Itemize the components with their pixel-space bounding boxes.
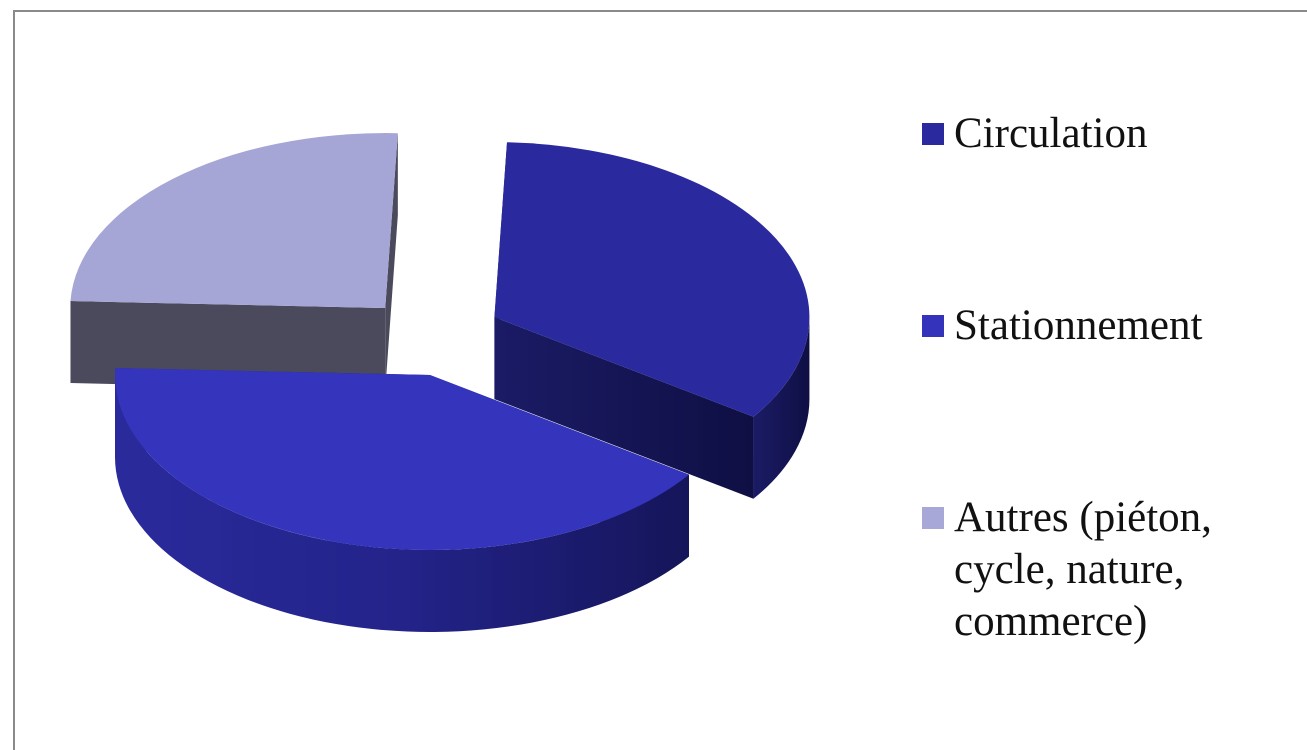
legend-item-circulation: Circulation xyxy=(922,108,1294,160)
chart-frame xyxy=(13,10,1307,750)
pie-slice-side-circulation-0 xyxy=(753,317,810,499)
pie-chart xyxy=(70,133,810,632)
pie-slice-wall-autres-1 xyxy=(385,133,398,391)
pie-slice-wall-autres-0 xyxy=(70,301,386,391)
pie-slice-top-circulation xyxy=(494,142,810,417)
pie-slice-top-stationnement xyxy=(114,368,690,550)
pie-slice-side-stationnement-0 xyxy=(115,375,690,632)
legend-label-stationnement: Stationnement xyxy=(954,302,1203,349)
pie-slice-stationnement xyxy=(114,368,690,632)
pie-slice-wall-circulation-1 xyxy=(494,317,754,499)
legend-item-autres: Autres (piéton, cycle, nature, commerce) xyxy=(922,492,1294,648)
pie-slice-autres xyxy=(70,133,398,391)
pie-slice-circulation xyxy=(494,142,810,499)
legend-swatch-stationnement xyxy=(922,315,944,337)
legend-label-autres: Autres (piéton, cycle, nature, commerce) xyxy=(954,494,1212,645)
legend-swatch-circulation xyxy=(922,123,944,145)
legend-swatch-autres xyxy=(922,507,944,529)
legend-label-circulation: Circulation xyxy=(954,110,1148,157)
legend-item-stationnement: Stationnement xyxy=(922,300,1294,352)
pie-slice-top-autres xyxy=(70,133,398,309)
